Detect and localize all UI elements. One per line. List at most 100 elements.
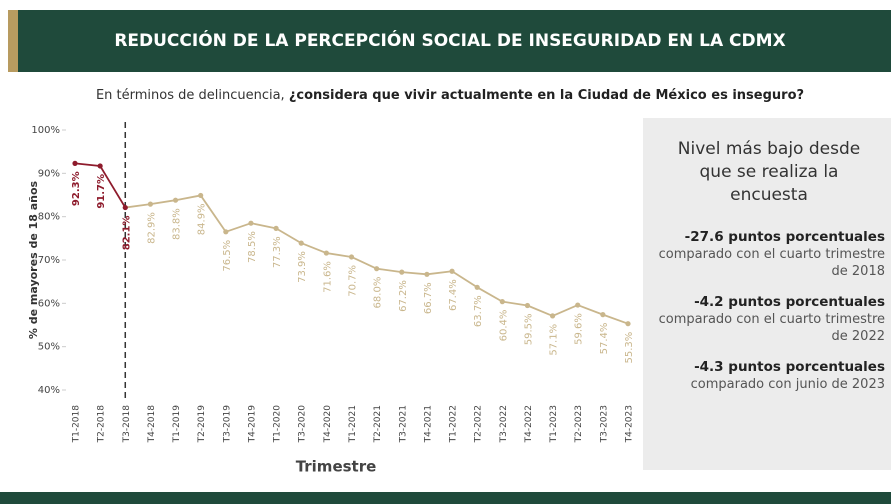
line-segment <box>150 199 176 205</box>
panel-item-text: comparado con el cuarto trimestre de 202… <box>658 312 885 344</box>
value-label: 91.7% <box>96 174 107 209</box>
line-segment <box>125 203 151 209</box>
point <box>424 271 430 277</box>
point <box>348 254 355 260</box>
value-label: 84.9% <box>197 203 208 235</box>
y-tick-label: 80% <box>38 212 60 223</box>
line-segment <box>99 165 127 209</box>
point <box>223 229 229 235</box>
point <box>147 201 154 207</box>
point <box>600 312 606 318</box>
info-panel: Nivel más bajo desde que se realiza la e… <box>643 118 891 470</box>
value-label: 55.3% <box>624 332 635 364</box>
line-segment <box>552 304 579 317</box>
value-label: 68.0% <box>373 277 384 309</box>
value-label: 76.5% <box>222 240 233 272</box>
panel-item-text: comparado con junio de 2023 <box>690 377 885 392</box>
value-label: 60.4% <box>498 310 509 342</box>
panel-item: -4.3 puntos porcentuales comparado con ju… <box>653 359 885 393</box>
header-bar <box>8 10 891 72</box>
y-tick-label: 50% <box>38 342 60 353</box>
point <box>72 160 78 166</box>
value-label: 71.6% <box>322 261 333 293</box>
value-label: 59.5% <box>523 314 534 346</box>
line-segment <box>527 304 553 317</box>
y-axis-label: % de mayores de 18 años <box>27 180 40 339</box>
header-title: REDUCCIÓN DE LA PERCEPCIÓN SOCIAL DE INS… <box>114 29 785 51</box>
x-tick-label: T2-2018 <box>97 405 107 444</box>
point <box>499 299 505 305</box>
x-tick-label: T4-2019 <box>247 405 257 444</box>
value-label: 92.3% <box>71 171 82 206</box>
panel-item-bold: -27.6 puntos porcentuales <box>684 229 885 245</box>
panel-item-bold: -4.3 puntos porcentuales <box>694 359 885 375</box>
line-segment <box>376 267 402 274</box>
line-segment <box>451 270 478 289</box>
line-segment <box>300 242 327 254</box>
point <box>273 225 279 231</box>
point <box>248 220 254 226</box>
x-tick-label: T4-2021 <box>423 405 433 443</box>
line-segment <box>199 194 227 233</box>
panel-item-bold: -4.2 puntos porcentuales <box>694 294 885 310</box>
line-segment <box>401 271 427 276</box>
x-tick-label: T1-2023 <box>549 405 559 443</box>
point <box>524 302 531 309</box>
line-segment <box>74 162 101 167</box>
x-tick-label: T3-2023 <box>599 405 609 443</box>
x-tick-label: T3-2020 <box>298 405 308 444</box>
line-segment <box>225 222 252 233</box>
value-label: 67.4% <box>448 279 459 311</box>
value-label: 59.6% <box>574 313 585 345</box>
x-tick-label: T1-2021 <box>348 405 358 443</box>
y-tick-label: 90% <box>38 168 60 179</box>
line-segment <box>476 286 503 303</box>
point <box>97 163 103 169</box>
x-tick-label: T4-2023 <box>625 405 635 443</box>
value-label: 63.7% <box>473 295 484 327</box>
point <box>298 240 304 246</box>
line-segment <box>426 270 453 276</box>
subtitle-bold: ¿considera que vivir actualmente en la C… <box>289 88 804 103</box>
point <box>198 192 204 199</box>
point <box>374 266 380 272</box>
value-label: 57.1% <box>549 324 560 356</box>
point <box>474 284 480 290</box>
value-label: 57.4% <box>599 323 610 355</box>
x-axis-label: Trimestre <box>296 458 377 476</box>
line-segment <box>602 313 629 325</box>
line-segment <box>275 227 302 244</box>
point <box>323 250 329 256</box>
panel-item: -4.2 puntos porcentuales comparado con el… <box>653 294 885 345</box>
point <box>449 268 455 274</box>
panel-item: -27.6 puntos porcentuales comparado con e… <box>653 229 885 280</box>
value-label: 77.3% <box>272 236 283 268</box>
value-label: 70.7% <box>348 265 359 297</box>
value-label: 67.2% <box>398 280 409 312</box>
y-tick-label: 40% <box>38 385 60 396</box>
x-tick-label: T1-2019 <box>172 405 182 444</box>
x-tick-label: T4-2018 <box>147 405 157 444</box>
x-tick-label: T4-2022 <box>524 405 534 443</box>
subtitle-plain: En términos de delincuencia, <box>96 88 289 103</box>
panel-item-text: comparado con el cuarto trimestre de 201… <box>658 247 885 279</box>
value-label: 83.8% <box>172 208 183 240</box>
x-tick-label: T2-2021 <box>373 405 383 443</box>
x-tick-label: T3-2021 <box>398 405 408 443</box>
x-tick-label: T3-2018 <box>122 405 132 444</box>
line-segment <box>250 222 277 230</box>
subtitle: En términos de delincuencia, ¿considera … <box>96 88 804 103</box>
line-segment <box>326 252 352 258</box>
x-tick-label: T1-2022 <box>449 405 459 443</box>
header-accent <box>8 10 18 72</box>
x-tick-label: T1-2018 <box>72 405 82 444</box>
y-tick-label: 60% <box>38 298 60 309</box>
panel-title: Nivel más bajo desde que se realiza la e… <box>677 139 861 205</box>
point <box>172 197 179 203</box>
x-tick-label: T2-2022 <box>474 405 484 443</box>
y-tick-label: 70% <box>38 255 60 266</box>
point <box>122 204 128 211</box>
value-label: 66.7% <box>423 282 434 314</box>
